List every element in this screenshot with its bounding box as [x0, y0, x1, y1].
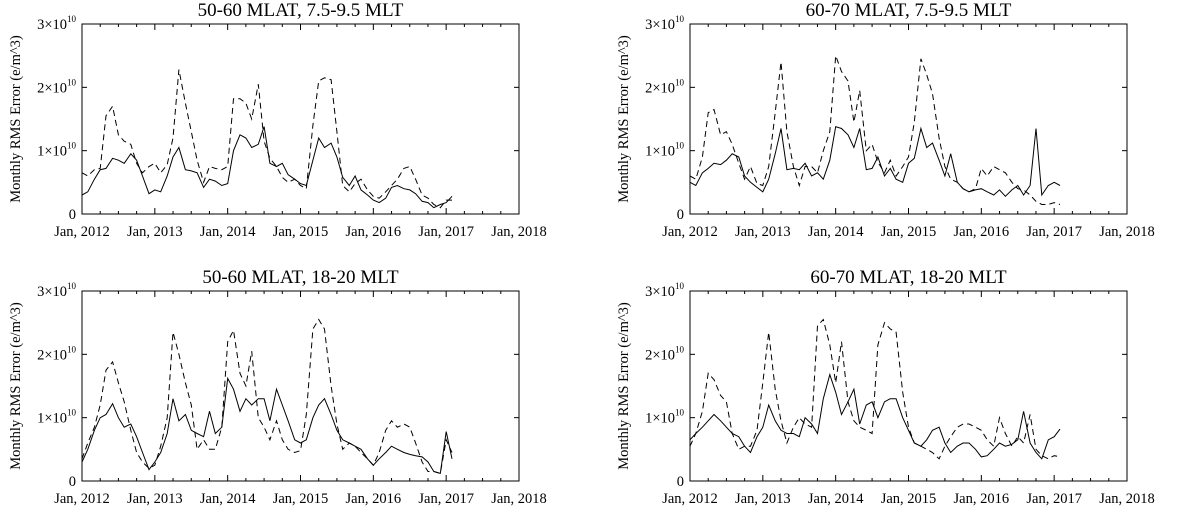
y-tick-label: 1×1010 [645, 408, 684, 427]
y-tick-exponent: 10 [67, 14, 77, 24]
y-axis-label: Monthly RMS Error (e/m^3) [8, 302, 24, 470]
y-tick-base: 0 [69, 474, 76, 490]
x-tick-label: Jan, 2013 [735, 224, 791, 240]
series-line-dashed [81, 69, 452, 209]
y-tick-label: 2×1010 [645, 344, 684, 363]
y-tick-label: 0 [677, 207, 684, 223]
x-tick-label: Jan, 2013 [127, 224, 183, 240]
y-tick-label: 2×1010 [37, 77, 76, 96]
series-line-solid [689, 125, 1061, 198]
y-tick-base: 0 [677, 474, 684, 490]
chart-panel-4: 60-70 MLAT, 18-20 MLT Monthly RMS Error (… [616, 267, 1155, 507]
x-tick-label: Jan, 2018 [1099, 224, 1155, 240]
x-tick-label: Jan, 2018 [491, 224, 547, 240]
y-tick-exponent: 10 [675, 281, 685, 291]
x-tick-label: Jan, 2014 [200, 224, 256, 240]
x-tick-label: Jan, 2016 [346, 224, 402, 240]
y-tick-exponent: 10 [675, 77, 685, 87]
y-tick-base: 2×10 [37, 347, 67, 363]
chart-title: 50-60 MLAT, 18-20 MLT [202, 267, 399, 288]
x-tick-label: Jan, 2012 [54, 491, 110, 507]
y-tick-label: 3×1010 [37, 14, 76, 33]
x-tick-label: Jan, 2017 [1026, 224, 1082, 240]
x-tick-label: Jan, 2016 [954, 491, 1010, 507]
x-tick-label: Jan, 2016 [346, 491, 402, 507]
x-tick-label: Jan, 2017 [418, 491, 474, 507]
y-tick-base: 3×10 [37, 284, 67, 300]
y-tick-base: 1×10 [37, 144, 67, 160]
chart-title: 60-70 MLAT, 7.5-9.5 MLT [806, 0, 1012, 21]
chart-panel-2: 60-70 MLAT, 7.5-9.5 MLT Monthly RMS Error… [616, 0, 1155, 240]
y-tick-label: 2×1010 [645, 77, 684, 96]
y-tick-exponent: 10 [67, 141, 77, 151]
y-tick-base: 3×10 [37, 17, 67, 33]
series-line-solid [81, 126, 453, 209]
chart-panel-1: 50-60 MLAT, 7.5-9.5 MLT Monthly RMS Error… [8, 0, 547, 240]
x-tick-label: Jan, 2013 [127, 491, 183, 507]
plot-frame [81, 290, 520, 482]
y-tick-base: 2×10 [645, 347, 675, 363]
y-tick-base: 1×10 [645, 411, 675, 427]
y-tick-label: 3×1010 [37, 281, 76, 300]
x-tick-label: Jan, 2015 [273, 224, 329, 240]
y-axis-label: Monthly RMS Error (e/m^3) [616, 35, 632, 203]
y-axis-label: Monthly RMS Error (e/m^3) [8, 35, 24, 203]
series-line-dashed [81, 318, 453, 475]
chart-title: 60-70 MLAT, 18-20 MLT [810, 267, 1007, 288]
y-tick-exponent: 10 [67, 408, 77, 418]
series-line-solid [689, 372, 1061, 460]
y-tick-base: 1×10 [37, 411, 67, 427]
y-tick-exponent: 10 [67, 281, 77, 291]
y-tick-label: 0 [677, 474, 684, 490]
x-tick-label: Jan, 2014 [808, 224, 864, 240]
y-tick-base: 3×10 [645, 17, 675, 33]
y-tick-base: 2×10 [37, 80, 67, 96]
x-tick-label: Jan, 2017 [1026, 491, 1082, 507]
y-tick-label: 3×1010 [645, 14, 684, 33]
y-tick-base: 1×10 [645, 144, 675, 160]
y-tick-exponent: 10 [67, 77, 77, 87]
y-tick-label: 3×1010 [645, 281, 684, 300]
y-tick-base: 2×10 [645, 80, 675, 96]
y-tick-base: 0 [677, 207, 684, 223]
y-tick-base: 3×10 [645, 284, 675, 300]
y-tick-label: 1×1010 [37, 408, 76, 427]
y-tick-label: 0 [69, 474, 76, 490]
y-tick-label: 0 [69, 207, 76, 223]
y-tick-exponent: 10 [675, 141, 685, 151]
x-tick-label: Jan, 2015 [881, 224, 937, 240]
y-tick-label: 2×1010 [37, 344, 76, 363]
chart-panel-3: 50-60 MLAT, 18-20 MLT Monthly RMS Error (… [8, 267, 547, 507]
x-tick-label: Jan, 2016 [954, 224, 1010, 240]
y-tick-base: 0 [69, 207, 76, 223]
x-tick-label: Jan, 2012 [662, 224, 718, 240]
y-axis-label: Monthly RMS Error (e/m^3) [616, 302, 632, 470]
x-tick-label: Jan, 2012 [662, 491, 718, 507]
plot-frame [689, 290, 1128, 482]
series-line-dashed [689, 55, 1061, 205]
x-tick-label: Jan, 2014 [808, 491, 864, 507]
plot-frame [689, 23, 1128, 215]
series-line-solid [81, 376, 453, 475]
y-tick-exponent: 10 [67, 344, 77, 354]
y-tick-exponent: 10 [675, 14, 685, 24]
x-tick-label: Jan, 2012 [54, 224, 110, 240]
x-tick-label: Jan, 2015 [273, 491, 329, 507]
y-tick-exponent: 10 [675, 344, 685, 354]
chart-title: 50-60 MLAT, 7.5-9.5 MLT [198, 0, 404, 21]
y-tick-label: 1×1010 [37, 141, 76, 160]
y-tick-exponent: 10 [675, 408, 685, 418]
y-tick-label: 1×1010 [645, 141, 684, 160]
x-tick-label: Jan, 2015 [881, 491, 937, 507]
x-tick-label: Jan, 2018 [491, 491, 547, 507]
x-tick-label: Jan, 2014 [200, 491, 256, 507]
series-line-dashed [689, 318, 1061, 460]
x-tick-label: Jan, 2013 [735, 491, 791, 507]
x-tick-label: Jan, 2018 [1099, 491, 1155, 507]
x-tick-label: Jan, 2017 [418, 224, 474, 240]
